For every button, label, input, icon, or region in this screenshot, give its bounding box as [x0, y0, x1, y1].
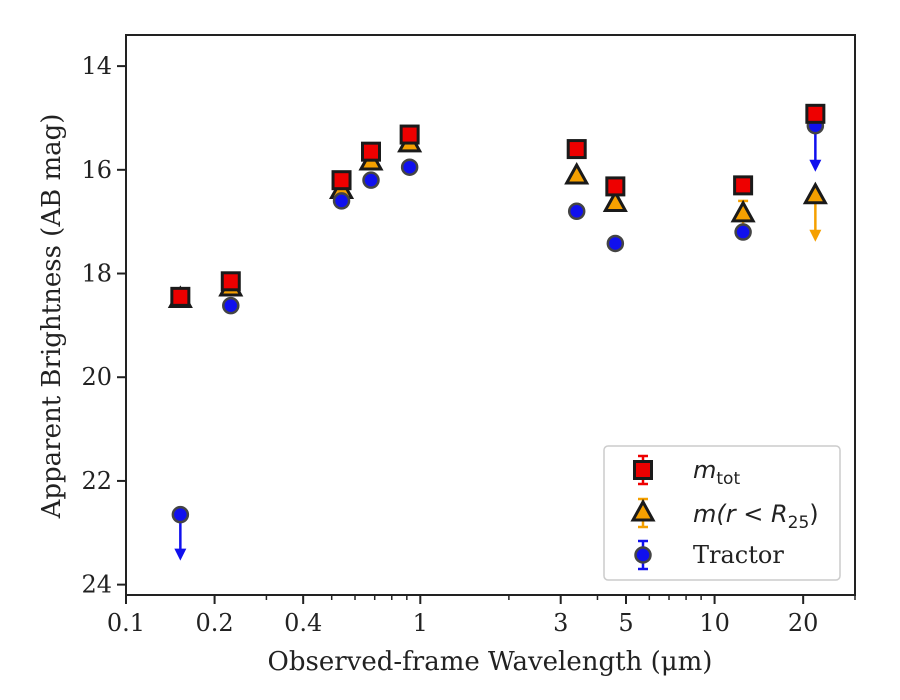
legend-label-mr25: m(r < R25)	[693, 500, 819, 533]
x-tick-label: 0.2	[196, 609, 234, 637]
legend-mtot-sub: tot	[716, 469, 740, 489]
circle-point	[400, 158, 419, 176]
legend-label-tractor: Tractor	[693, 541, 784, 569]
y-tick-label: 24	[81, 571, 112, 599]
y-axis-ticks: 14 16 18 20 22 24	[81, 52, 126, 599]
x-axis-ticks: 0.1 0.2 0.4 1 3 5 10 20	[107, 595, 819, 637]
triangle-point	[802, 181, 828, 205]
x-tick-label: 0.4	[284, 609, 322, 637]
upper-limit-arrow-head	[174, 548, 187, 561]
square-point	[566, 139, 587, 160]
legend-square-marker	[633, 460, 653, 480]
legend-mr25-main: m(r < R	[693, 500, 788, 528]
x-tick-label: 3	[553, 609, 568, 637]
triangle-point	[564, 161, 590, 185]
circle-point	[362, 171, 380, 189]
legend: mtot m(r < R25) Tractor	[603, 445, 841, 581]
y-axis-label: Apparent Brightness (AB mag)	[37, 114, 67, 520]
x-axis-label: Observed-frame Wavelength (μm)	[268, 647, 713, 677]
y-tick-label: 18	[81, 260, 112, 288]
plot-frame	[125, 34, 856, 596]
legend-triangle-marker	[630, 498, 656, 522]
square-point	[170, 286, 191, 307]
data-marks	[167, 103, 828, 561]
legend-label-mtot: mtot	[693, 456, 740, 489]
legend-box	[603, 445, 841, 581]
square-point	[805, 103, 826, 124]
legend-circle-marker	[634, 546, 652, 564]
triangle-point	[602, 189, 628, 213]
x-tick-label: 10	[699, 609, 730, 637]
x-tick-label: 0.1	[107, 609, 145, 637]
square-point	[733, 175, 754, 196]
circle-point	[222, 296, 240, 315]
x-tick-label: 1	[413, 609, 428, 637]
x-tick-label: 20	[788, 609, 819, 637]
series-circle	[171, 116, 825, 561]
circle-point	[606, 234, 625, 253]
square-point	[220, 271, 241, 292]
circle-point	[171, 505, 190, 524]
series-square	[170, 103, 826, 307]
square-point	[605, 176, 626, 197]
circle-point	[567, 202, 586, 221]
y-tick-label: 20	[81, 363, 112, 391]
circle-point	[734, 223, 752, 241]
y-tick-label: 14	[81, 52, 112, 80]
upper-limit-arrow-head	[809, 229, 822, 242]
circle-point	[332, 192, 351, 210]
legend-mtot-main: m	[693, 456, 716, 484]
square-point	[361, 141, 382, 162]
upper-limit-arrow-head	[809, 159, 822, 172]
square-point	[331, 170, 352, 191]
legend-mr25-tail: )	[809, 500, 818, 528]
legend-mr25-sub: 25	[788, 513, 810, 533]
square-point	[399, 124, 420, 145]
y-tick-label: 22	[81, 467, 112, 495]
triangle-point	[730, 199, 756, 223]
y-tick-label: 16	[81, 156, 112, 184]
legend-markers	[630, 454, 656, 571]
x-tick-label: 5	[618, 609, 633, 637]
